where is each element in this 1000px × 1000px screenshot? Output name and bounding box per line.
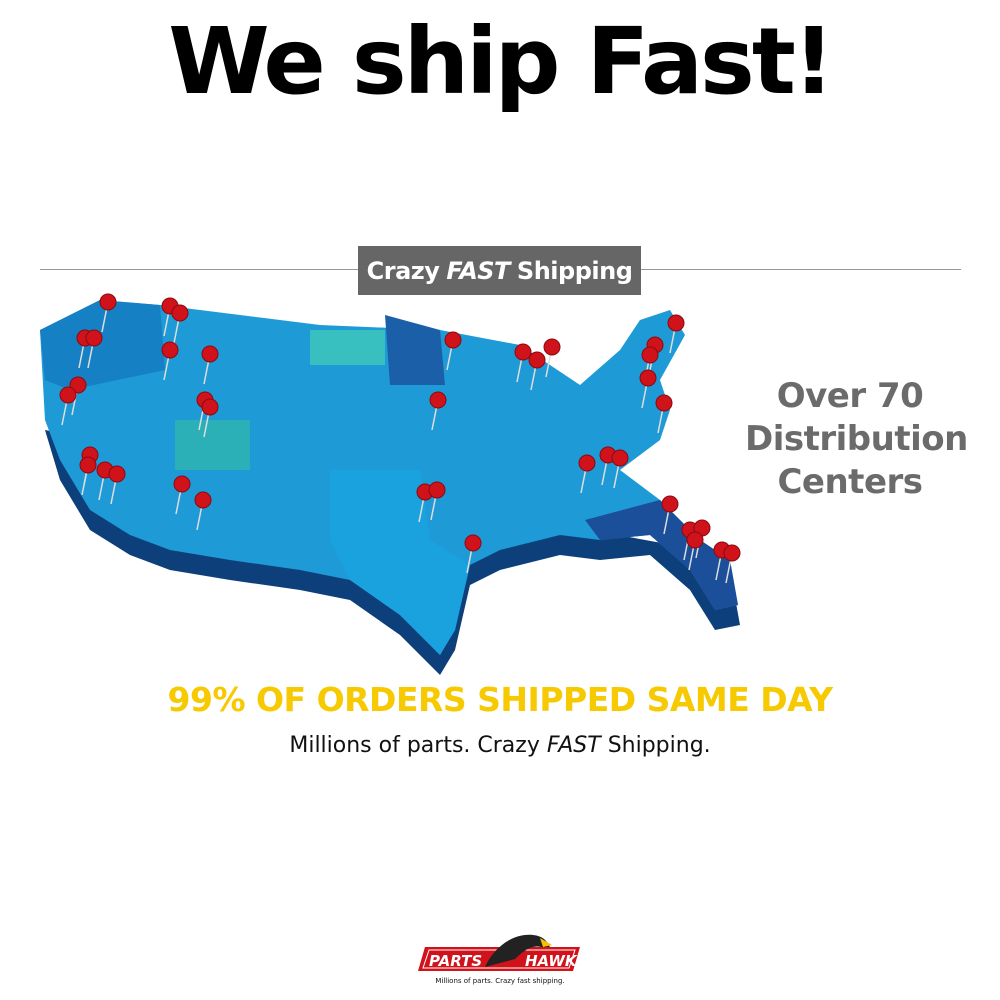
region-southeast <box>585 500 738 610</box>
distribution-centers-stat: Over 70 Distribution Centers <box>745 375 968 504</box>
region-plains <box>310 330 385 365</box>
map-pin-icon <box>528 351 546 369</box>
same-day-tagline: 99% OF ORDERS SHIPPED SAME DAY <box>167 680 833 719</box>
map-pin-icon <box>641 346 659 364</box>
divider-right <box>641 269 961 270</box>
map-pin-icon <box>428 481 446 499</box>
map-pin-icon <box>79 456 97 474</box>
map-pin-icon <box>661 495 679 513</box>
map-pin-icon <box>514 343 532 361</box>
map-pin-icon <box>99 293 117 311</box>
map-pin-icon <box>667 314 685 332</box>
map-pin-icon <box>161 341 179 359</box>
map-pin-icon <box>723 544 741 562</box>
logo-slogan: Millions of parts. Crazy fast shipping. <box>435 977 564 985</box>
map-pin-icon <box>639 369 657 387</box>
map-pin-icon <box>444 331 462 349</box>
banner-pre: Crazy <box>366 256 440 285</box>
stat-line-3: Centers <box>777 462 923 502</box>
map-pin-icon <box>85 329 103 347</box>
map-pin-icon <box>611 449 629 467</box>
region-midwest <box>385 315 445 385</box>
map-pin-icon <box>464 534 482 552</box>
map-pin-icon <box>429 391 447 409</box>
stat-line-2: Distribution <box>745 419 968 459</box>
hawk-icon <box>485 934 550 967</box>
parts-hawk-logo: PARTS HAWK Millions of parts. Crazy fast… <box>418 934 580 985</box>
map-pin-icon <box>171 304 189 322</box>
stat-line-1: Over 70 <box>776 376 924 416</box>
map-pin-icon <box>173 475 191 493</box>
subline: Millions of parts. Crazy FAST Shipping. <box>0 733 1000 758</box>
map-pin-icon <box>655 394 673 412</box>
crazy-fast-shipping-banner: Crazy FAST Shipping <box>358 246 641 295</box>
region-northwest <box>40 300 165 390</box>
map-pin-icon <box>59 386 77 404</box>
map-pin-icon <box>686 531 704 549</box>
subline-pre: Millions of parts. Crazy <box>289 733 540 758</box>
map-pin-icon <box>543 338 561 356</box>
map-pin-icon <box>201 345 219 363</box>
distribution-center-pins <box>59 293 741 584</box>
region-mountain <box>175 420 250 470</box>
divider-left <box>40 269 358 270</box>
map-pin-icon <box>578 454 596 472</box>
logo-word-2: HAWK <box>525 952 578 970</box>
logo-word-1: PARTS <box>429 952 482 970</box>
subline-post: Shipping. <box>607 733 711 758</box>
us-map <box>40 293 741 675</box>
headline: We ship Fast! <box>168 8 835 115</box>
banner-post: Shipping <box>516 256 633 285</box>
map-pin-icon <box>194 491 212 509</box>
subline-emph: FAST <box>546 733 601 758</box>
region-texas <box>330 470 470 655</box>
banner-emph: FAST <box>446 256 510 285</box>
map-pin-icon <box>201 398 219 416</box>
map-pin-icon <box>108 465 126 483</box>
